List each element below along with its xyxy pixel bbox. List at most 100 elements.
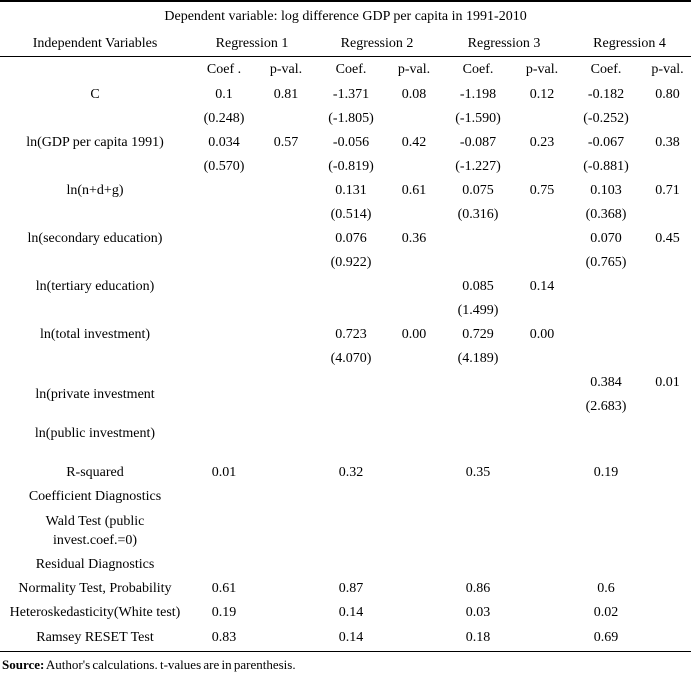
- coef-cell: 0.034: [208, 135, 240, 150]
- tvalue-cell: (0.922): [330, 255, 372, 270]
- coef-cell: 0.076: [335, 231, 367, 246]
- row-label: ln(tertiary education): [35, 279, 155, 294]
- tvalue-cell: (-1.227): [455, 159, 501, 174]
- row-label: ln(public investment): [34, 426, 156, 441]
- header-row: Independent Variables Regression 1 Regre…: [0, 32, 691, 57]
- table-row: Heteroskedasticity(White test) 0.19 0.14…: [0, 601, 691, 625]
- coef-cell: -0.087: [459, 135, 497, 150]
- stat-cell: 0.69: [568, 625, 644, 652]
- column-header-independent-variables: Independent Variables: [0, 32, 190, 57]
- table-row: Wald Test (public invest.coef.=0): [0, 509, 691, 553]
- subheader-coef: Coef.: [590, 62, 622, 77]
- coef-cell: 0.723: [335, 327, 367, 342]
- pval-cell: 0.81: [273, 87, 299, 102]
- regression-results-table: Dependent variable: log difference GDP p…: [0, 0, 691, 652]
- tvalue-row: (0.570) (-0.819) (-1.227) (-0.881): [0, 155, 691, 179]
- coef-cell: 0.070: [590, 231, 622, 246]
- tvalue-cell: (1.499): [457, 303, 499, 318]
- pval-cell: 0.71: [655, 183, 680, 198]
- subheader-pval: p-val.: [651, 62, 684, 77]
- subheader-coef: Coef.: [462, 62, 494, 77]
- tvalue-row: (0.514) (0.316) (0.368): [0, 203, 691, 227]
- row-label-line2: invest.coef.=0): [52, 533, 138, 548]
- pval-cell: 0.42: [401, 135, 427, 150]
- row-label: ln(n+d+g): [66, 183, 124, 198]
- tvalue-cell: (-1.805): [328, 111, 374, 126]
- tvalue-cell: (-0.819): [328, 159, 374, 174]
- tvalue-row: (1.499): [0, 299, 691, 323]
- tvalue-cell: (2.683): [585, 399, 627, 414]
- tvalue-cell: (0.765): [585, 255, 627, 270]
- table-row: ln(GDP per capita 1991) 0.034 0.57 -0.05…: [0, 131, 691, 155]
- stat-cell: 0.14: [338, 605, 364, 620]
- pval-cell: 0.36: [401, 231, 427, 246]
- column-header-regression-4: Regression 4: [568, 32, 691, 57]
- table-row: ln(n+d+g) 0.131 0.61 0.075 0.75 0.103 0.…: [0, 179, 691, 203]
- table-row: ln(total investment) 0.723 0.00 0.729 0.…: [0, 323, 691, 347]
- column-header-regression-2: Regression 2: [314, 32, 440, 57]
- stat-cell: 0.14: [314, 625, 388, 652]
- coef-cell: -1.198: [459, 87, 497, 102]
- row-label: Normality Test, Probability: [18, 581, 172, 596]
- coef-cell: -0.067: [587, 135, 625, 150]
- section-row: Residual Diagnostics: [0, 553, 691, 577]
- coef-cell: 0.085: [462, 279, 494, 294]
- pval-cell: 0.57: [273, 135, 299, 150]
- table-row: R-squared 0.01 0.32 0.35 0.19: [0, 461, 691, 485]
- coef-cell: -0.056: [332, 135, 370, 150]
- tvalue-cell: (0.316): [457, 207, 499, 222]
- coef-cell: -1.371: [332, 87, 370, 102]
- table-row: ln(secondary education) 0.076 0.36 0.070…: [0, 227, 691, 251]
- table-row: ln(private investment 0.384 0.01: [0, 371, 691, 402]
- row-label: ln(secondary education): [27, 231, 163, 246]
- pval-cell: 0.14: [529, 279, 555, 294]
- stat-cell: 0.01: [211, 465, 237, 480]
- stat-cell: 0.18: [440, 625, 516, 652]
- section-label: Coefficient Diagnostics: [28, 489, 162, 504]
- tvalue-cell: (0.248): [203, 111, 245, 126]
- pval-cell: 0.12: [529, 87, 555, 102]
- coef-cell: 0.075: [462, 183, 494, 198]
- subheader-coef: Coef .: [206, 62, 242, 77]
- tvalue-cell: (-1.590): [455, 111, 501, 126]
- coef-cell: 0.131: [335, 183, 367, 198]
- section-row: Coefficient Diagnostics: [0, 485, 691, 509]
- source-text: Author's calculations. t-values are in p…: [44, 657, 296, 672]
- table-row: ln(tertiary education) 0.085 0.14: [0, 275, 691, 299]
- table-row: ln(public investment): [0, 419, 691, 449]
- pval-cell: 0.80: [655, 87, 680, 102]
- tvalue-cell: (-0.252): [583, 111, 629, 126]
- title-row: Dependent variable: log difference GDP p…: [0, 1, 691, 32]
- stat-cell: 0.02: [593, 605, 619, 620]
- pval-cell: 0.61: [401, 183, 427, 198]
- row-label: ln(total investment): [39, 327, 151, 342]
- stat-cell: 0.61: [211, 581, 237, 596]
- coef-cell: 0.384: [590, 375, 622, 390]
- pval-cell: 0.08: [401, 87, 427, 102]
- table-row: Normality Test, Probability 0.61 0.87 0.…: [0, 577, 691, 601]
- pval-cell: 0.01: [655, 375, 680, 390]
- pval-cell: 0.23: [529, 135, 555, 150]
- column-header-regression-1: Regression 1: [190, 32, 314, 57]
- column-header-regression-3: Regression 3: [440, 32, 568, 57]
- stat-cell: 0.83: [190, 625, 258, 652]
- stat-cell: 0.19: [211, 605, 237, 620]
- subheader-pval: p-val.: [525, 62, 559, 77]
- coef-cell: 0.103: [590, 183, 622, 198]
- row-label: ln(private investment: [35, 387, 155, 402]
- table-row: Ramsey RESET Test 0.83 0.14 0.18 0.69: [0, 625, 691, 652]
- source-label: Source:: [2, 657, 45, 672]
- stat-cell: 0.03: [465, 605, 491, 620]
- row-label-line1: Wald Test (public: [45, 514, 145, 529]
- pval-cell: 0.00: [401, 327, 427, 342]
- pval-cell: 0.45: [655, 231, 680, 246]
- tvalue-row: (0.922) (0.765): [0, 251, 691, 275]
- table-title: Dependent variable: log difference GDP p…: [164, 9, 527, 24]
- row-label: R-squared: [66, 465, 124, 480]
- tvalue-cell: (4.070): [330, 351, 372, 366]
- tvalue-row: (2.683): [0, 395, 691, 419]
- subheader-row: Coef . p-val. Coef. p-val. Coef. p-val. …: [0, 57, 691, 84]
- subheader-pval: p-val.: [269, 62, 303, 77]
- coef-cell: 0.1: [215, 87, 233, 102]
- subheader-coef: Coef.: [335, 62, 367, 77]
